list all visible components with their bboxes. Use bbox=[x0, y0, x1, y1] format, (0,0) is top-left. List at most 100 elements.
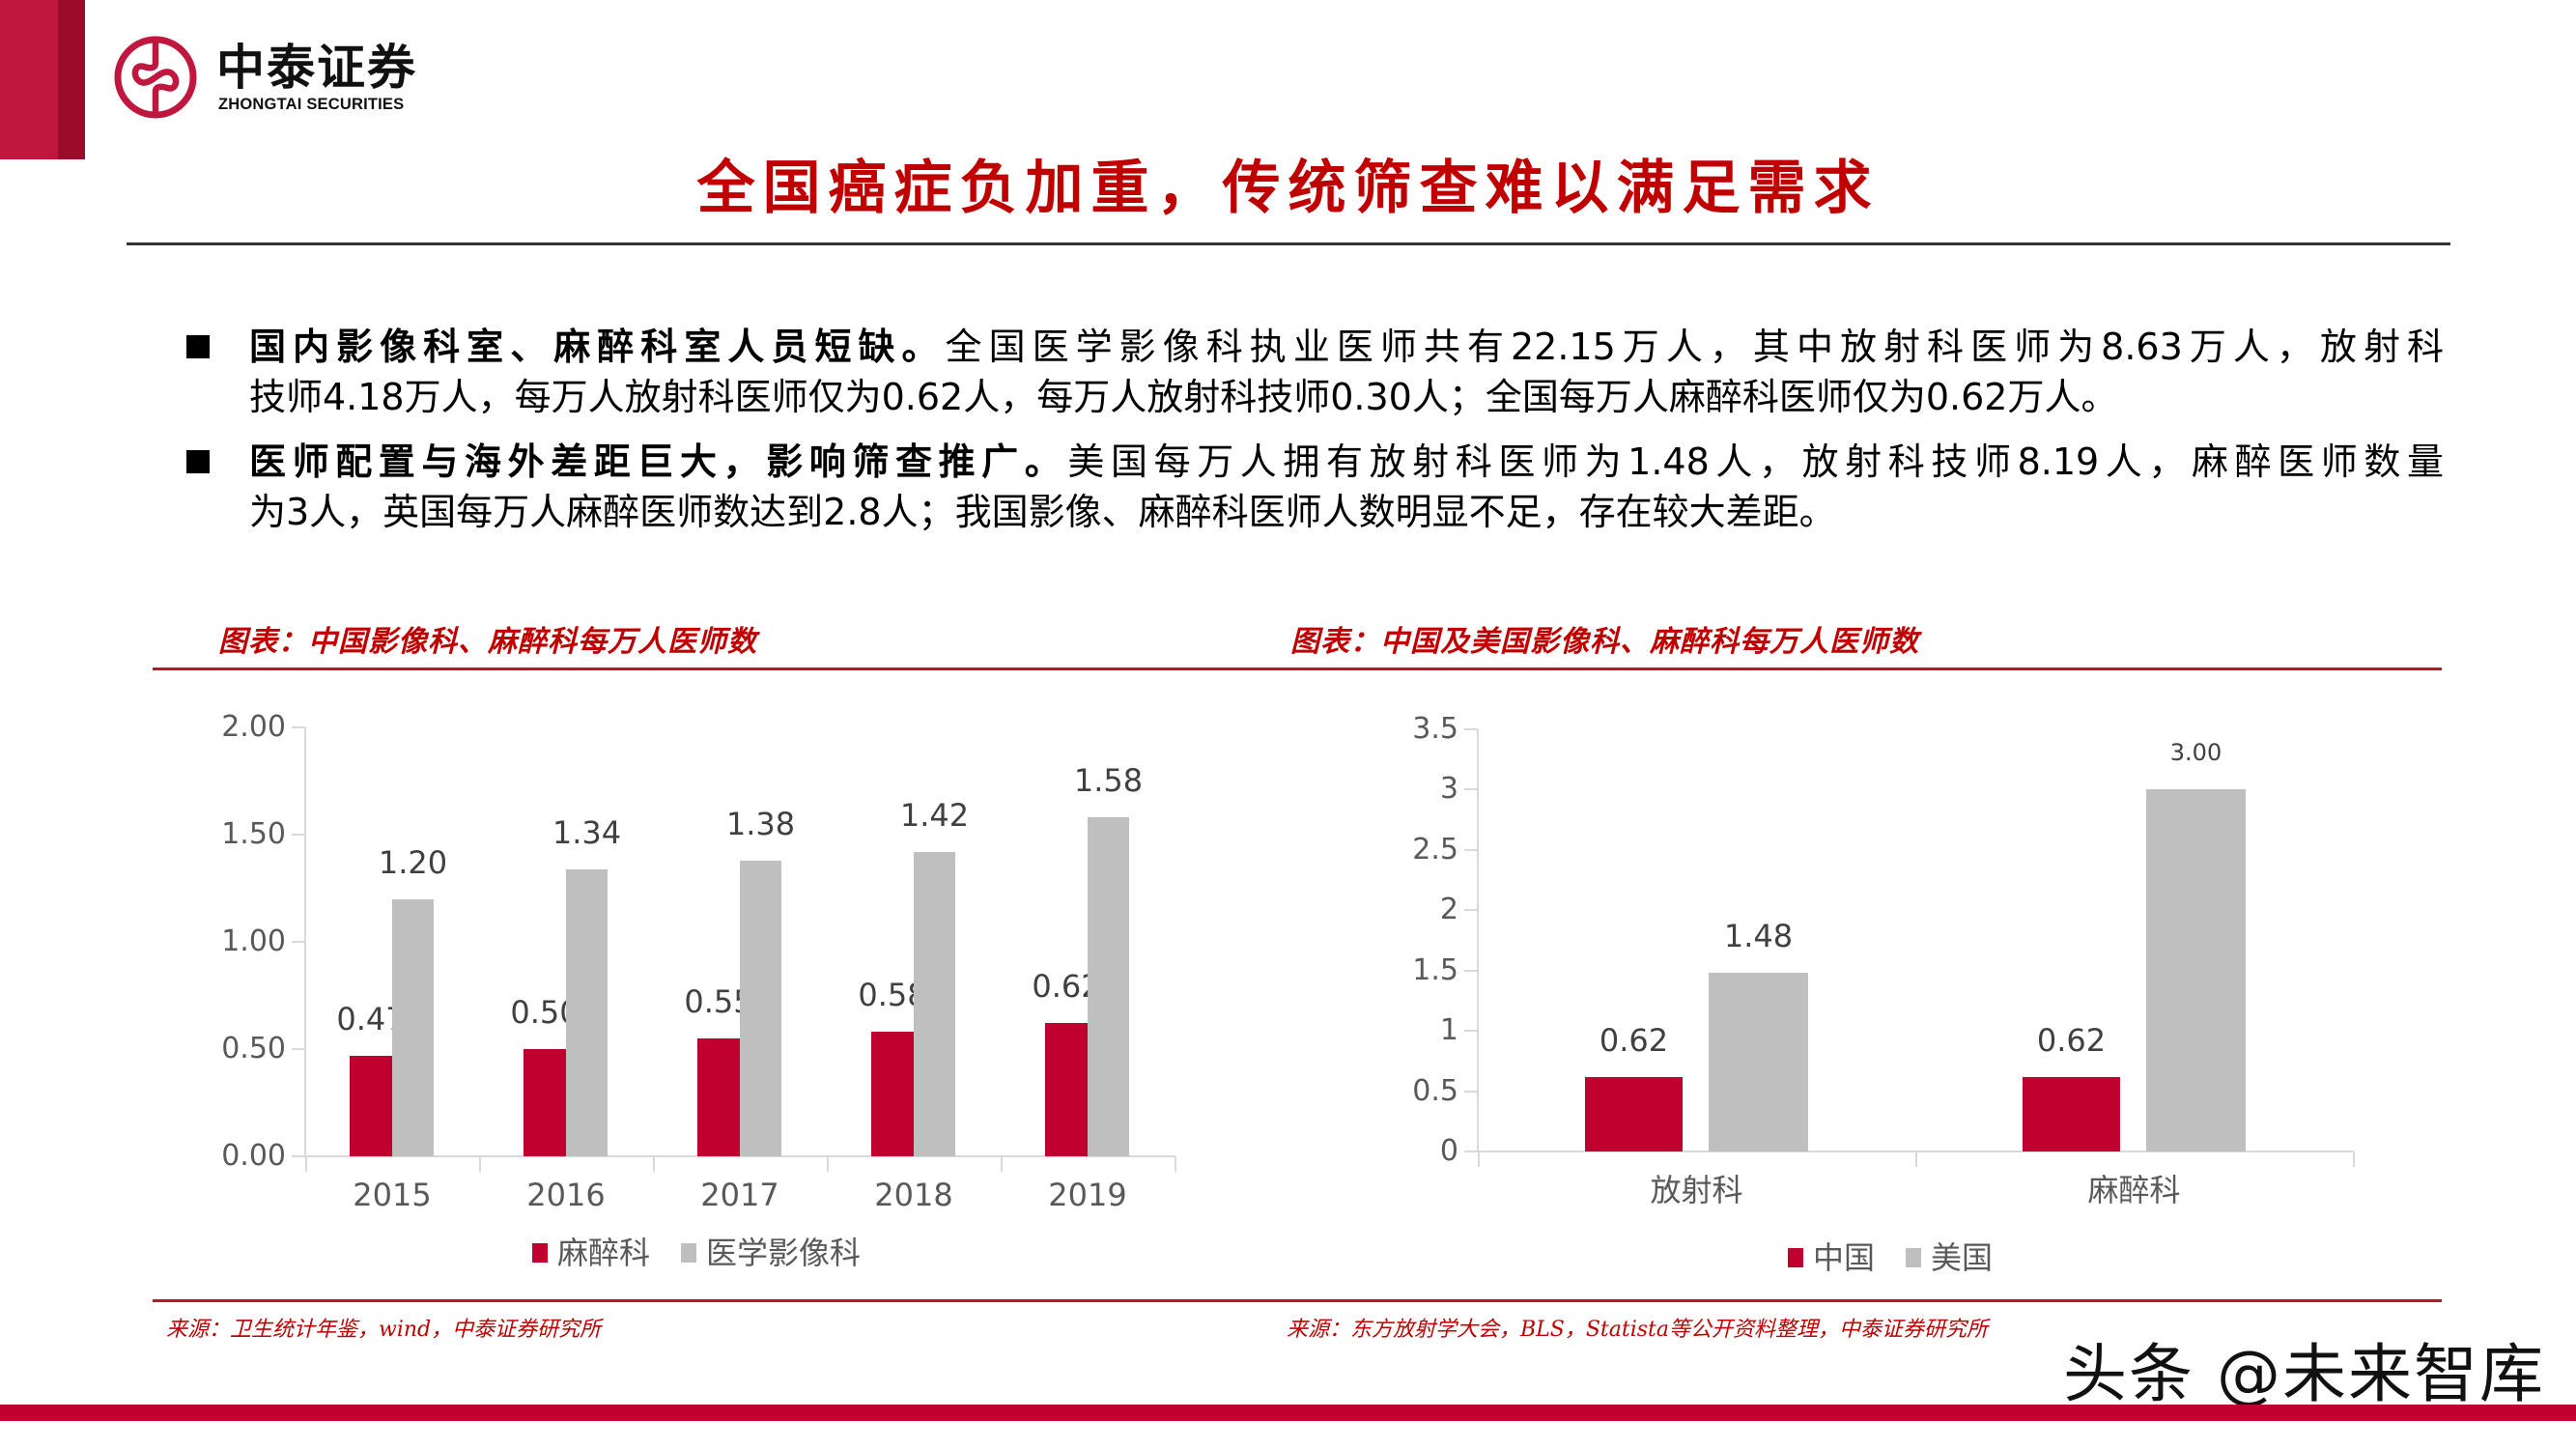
y-tick-label: 1.00 bbox=[221, 924, 286, 958]
figure-right-source: 来源：东方放射学大会，BLS，Statista等公开资料整理，中泰证券研究所 bbox=[1287, 1318, 1989, 1342]
bar-中国-麻醉科 bbox=[2023, 1076, 2120, 1151]
data-label: 3.00 bbox=[2169, 739, 2222, 767]
bar-麻醉科-2018 bbox=[871, 1032, 914, 1156]
figure-title-rule bbox=[153, 668, 2442, 670]
bullet-1-line-1: 国内影像科室、麻醉科室人员短缺。全国医学影像科执业医师共有22.15万人，其中放… bbox=[249, 322, 2444, 372]
x-category-label: 2018 bbox=[874, 1177, 953, 1213]
y-tick-label: 1 bbox=[1439, 1013, 1458, 1048]
data-label: 1.42 bbox=[899, 796, 970, 834]
y-tick bbox=[1464, 1151, 1478, 1152]
y-tick-label: 2.00 bbox=[221, 710, 286, 744]
y-tick-label: 1.50 bbox=[221, 817, 286, 851]
bullet-2-line-2: 为3人，英国每万人麻醉医师数达到2.8人；我国影像、麻醉科医师人数明显不足，存在… bbox=[249, 487, 2444, 537]
y-tick bbox=[1464, 1090, 1478, 1093]
bullet-2-lead: 医师配置与海外差距巨大，影响筛查推广。 bbox=[249, 440, 1068, 483]
y-axis-line bbox=[1477, 729, 1479, 1152]
zhongtai-logo-icon bbox=[114, 36, 197, 119]
bar-医学影像科-2019 bbox=[1088, 817, 1129, 1156]
legend-item-imaging: 医学影像科 bbox=[681, 1236, 861, 1270]
legend-item-china: 中国 bbox=[1788, 1240, 1875, 1275]
bar-美国-放射科 bbox=[1709, 973, 1808, 1151]
y-tick bbox=[292, 834, 305, 836]
bullet-2-text: 美国每万人拥有放射科医师为1.48人，放射科技师8.19人，麻醉医师数量 bbox=[1067, 440, 2444, 483]
x-tick bbox=[305, 1156, 307, 1172]
title-divider bbox=[127, 242, 2450, 245]
chart-right-legend: 中国 美国 bbox=[1788, 1240, 2024, 1275]
bar-医学影像科-2016 bbox=[566, 868, 608, 1156]
bar-麻醉科-2019 bbox=[1045, 1023, 1088, 1156]
bar-麻醉科-2015 bbox=[350, 1055, 392, 1156]
bullet-marker bbox=[186, 450, 210, 473]
bar-医学影像科-2015 bbox=[392, 898, 434, 1156]
bullet-2-text-cont: 为3人，英国每万人麻醉医师数达到2.8人；我国影像、麻醉科医师人数明显不足，存在… bbox=[249, 491, 1836, 533]
x-tick bbox=[1001, 1156, 1003, 1172]
legend-swatch-gray bbox=[1906, 1248, 1922, 1267]
data-label: 0.62 bbox=[2036, 1021, 2107, 1059]
y-tick-label: 2 bbox=[1439, 893, 1458, 927]
header-accent-bar bbox=[0, 0, 58, 159]
bar-麻醉科-2017 bbox=[697, 1037, 740, 1156]
x-tick bbox=[1478, 1151, 1480, 1167]
y-tick-label: 0 bbox=[1439, 1134, 1458, 1168]
y-tick bbox=[1464, 909, 1478, 912]
y-tick bbox=[1464, 1030, 1478, 1033]
legend-label: 美国 bbox=[1931, 1239, 1994, 1276]
bullet-marker bbox=[186, 335, 210, 358]
bullet-2-line-1: 医师配置与海外差距巨大，影响筛查推广。美国每万人拥有放射科医师为1.48人，放射… bbox=[249, 437, 2444, 487]
brand-name-en: ZHONGTAI SECURITIES bbox=[218, 96, 405, 113]
brand-name-cn: 中泰证券 bbox=[216, 40, 417, 96]
y-tick-label: 3 bbox=[1439, 772, 1458, 807]
legend-swatch-red bbox=[1788, 1248, 1803, 1267]
y-axis-line bbox=[304, 727, 306, 1157]
y-tick-label: 1.5 bbox=[1412, 952, 1458, 987]
chart-left-physicians-per-10k: 0.00 0.50 1.00 1.50 2.00 2015 2016 2017 2018 2019… bbox=[0, 0, 1256, 1294]
bar-医学影像科-2017 bbox=[740, 860, 781, 1156]
data-label: 1.58 bbox=[1073, 762, 1144, 800]
bar-医学影像科-2018 bbox=[914, 851, 955, 1156]
x-category-label: 2016 bbox=[526, 1177, 606, 1213]
legend-swatch-gray bbox=[681, 1243, 697, 1263]
y-tick-label: 0.00 bbox=[221, 1139, 286, 1173]
x-category-label: 2019 bbox=[1048, 1177, 1127, 1213]
figure-left-title: 图表：中国影像科、麻醉科每万人医师数 bbox=[218, 625, 757, 659]
y-tick bbox=[292, 1155, 305, 1157]
y-tick bbox=[292, 941, 305, 943]
data-label: 0.62 bbox=[1599, 1021, 1669, 1059]
y-tick bbox=[292, 726, 305, 728]
y-tick-label: 2.5 bbox=[1412, 832, 1458, 867]
x-category-label: 2017 bbox=[700, 1177, 779, 1213]
bullet-1-text-cont: 技师4.18万人，每万人放射科医师仅为0.62人，每万人放射科技师0.30人；全… bbox=[249, 376, 2118, 418]
legend-label: 麻醉科 bbox=[557, 1235, 651, 1271]
y-tick-label: 0.5 bbox=[1412, 1073, 1458, 1108]
legend-item-anesthesia: 麻醉科 bbox=[532, 1236, 650, 1270]
watermark-text: 头条 @未来智库 bbox=[2063, 1337, 2545, 1411]
x-tick bbox=[1175, 1156, 1176, 1172]
y-tick-label: 0.50 bbox=[221, 1032, 286, 1065]
x-category-label: 2015 bbox=[353, 1177, 432, 1213]
x-category-label: 麻醉科 bbox=[2087, 1172, 2181, 1208]
source-rule bbox=[153, 1299, 2442, 1302]
bar-美国-麻醉科 bbox=[2146, 789, 2246, 1151]
data-label: 1.34 bbox=[552, 813, 622, 851]
x-axis-line bbox=[304, 1155, 1175, 1157]
x-tick bbox=[2353, 1151, 2355, 1167]
legend-label: 中国 bbox=[1813, 1239, 1876, 1276]
footer-bar bbox=[0, 1405, 2576, 1421]
bar-中国-放射科 bbox=[1585, 1076, 1683, 1151]
legend-label: 医学影像科 bbox=[706, 1235, 862, 1271]
y-tick bbox=[1464, 969, 1478, 972]
y-tick bbox=[1464, 728, 1478, 730]
legend-item-usa: 美国 bbox=[1906, 1240, 1993, 1275]
y-tick bbox=[1464, 848, 1478, 851]
data-label: 1.48 bbox=[1723, 918, 1794, 955]
y-tick bbox=[1464, 788, 1478, 791]
bullet-1-text: 全国医学影像科执业医师共有22.15万人，其中放射科医师为8.63万人，放射科 bbox=[945, 326, 2444, 368]
y-tick bbox=[292, 1048, 305, 1050]
legend-swatch-red bbox=[532, 1243, 548, 1263]
chart-right-china-vs-us: 0 0.5 1 1.5 2 2.5 3 3.5 放射科 麻醉科 0.62 1.48 0.62 3.00 … bbox=[1412, 713, 2355, 1275]
bar-麻醉科-2016 bbox=[524, 1049, 566, 1156]
x-category-label: 放射科 bbox=[1650, 1172, 1743, 1208]
x-tick bbox=[653, 1156, 655, 1172]
x-tick bbox=[479, 1156, 481, 1172]
header-accent-bar-dark bbox=[58, 0, 85, 159]
